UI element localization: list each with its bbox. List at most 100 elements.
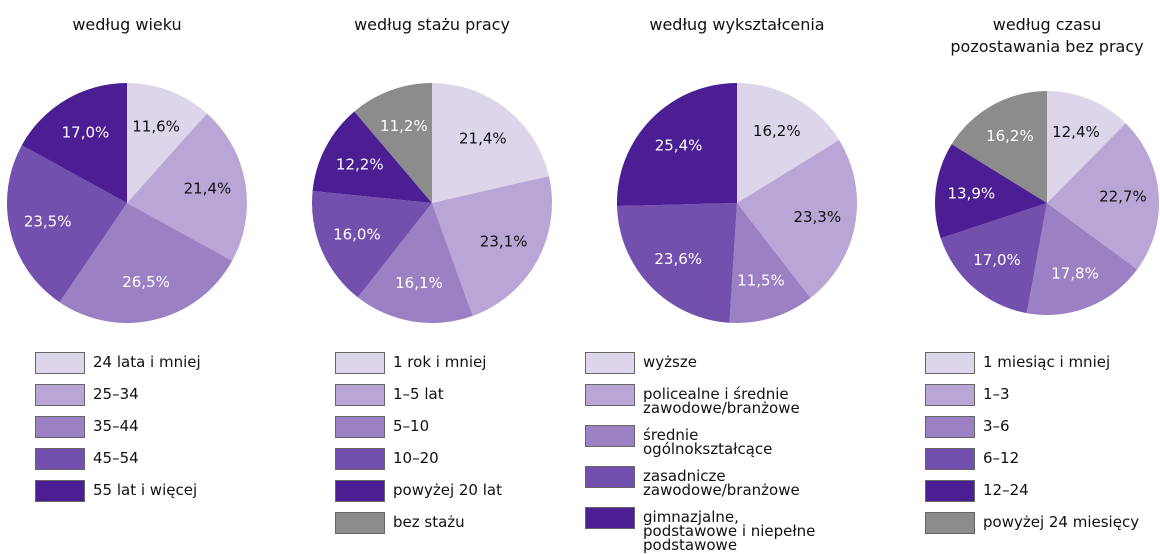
legend-swatch: [925, 448, 975, 470]
slice-label: 21,4%: [184, 180, 232, 198]
legend-swatch: [335, 352, 385, 374]
legend-label: 24 lata i mniej: [93, 353, 201, 371]
legend-label: 6–12: [983, 449, 1020, 467]
legend-item: bez stażu: [335, 512, 573, 534]
pie-slice: [617, 203, 737, 323]
pie-slice: [935, 144, 1047, 239]
pie-slice: [354, 83, 432, 203]
pie-slice: [311, 190, 432, 298]
slice-label: 12,2%: [336, 156, 384, 174]
legend-item: 35–44: [35, 416, 273, 438]
slice-label: 23,3%: [793, 208, 841, 226]
pie-slice: [1047, 91, 1126, 203]
legend-label: 45–54: [93, 449, 139, 467]
legend-swatch: [35, 448, 85, 470]
chart-title: według stażu pracy: [354, 15, 510, 34]
legend-item: 24 lata i mniej: [35, 352, 273, 374]
pie-slice: [951, 91, 1047, 203]
chart-title: według wykształcenia: [649, 15, 825, 34]
legend-item: 45–54: [35, 448, 273, 470]
page: 11,6% 21,4% 26,5% 23,5% 17,0% 21,4% 23,1% 16,1%…: [6, 15, 1160, 553]
legend-label: 1 rok i mniej: [393, 353, 487, 371]
legend: 1 miesiąc i mniej 1–3 3–6 6–12 12–24 powyżej …: [925, 352, 1160, 534]
legend-label: 1 miesiąc i mniej: [983, 353, 1111, 371]
legend-swatch: [585, 352, 635, 374]
legend-label: 25–34: [93, 385, 139, 403]
legend-swatch: [35, 480, 85, 502]
legend-item: 1–5 lat: [335, 384, 573, 406]
legend-swatch: [335, 512, 385, 534]
pie-slice: [737, 139, 857, 298]
legend-item: 55 lat i więcej: [35, 480, 273, 502]
legend-swatch: [335, 480, 385, 502]
legend-label: 35–44: [93, 417, 139, 435]
legend-item: 5–10: [335, 416, 573, 438]
pie-slice: [617, 83, 737, 207]
legend-label: 55 lat i więcej: [93, 481, 198, 499]
slice-label: 16,1%: [395, 274, 443, 292]
legend: 24 lata i mniej 25–34 35–44 45–54 55 lat i w…: [35, 352, 273, 502]
pie-slice: [127, 113, 247, 261]
pie-slice: [312, 111, 432, 203]
slice-label: 22,7%: [1099, 188, 1147, 206]
pie-slice: [59, 203, 233, 323]
legend-label: policealne i średnie zawodowe/branżowe: [643, 385, 800, 417]
slice-label: 25,4%: [655, 137, 703, 155]
slice-label: 16,2%: [986, 127, 1034, 145]
legend-item: 1 rok i mniej: [335, 352, 573, 374]
legend: 1 rok i mniej 1–5 lat 5–10 10–20 powyżej 20 …: [335, 352, 573, 534]
slice-label: 16,0%: [333, 225, 381, 243]
slice-label: 17,8%: [1051, 264, 1099, 282]
legend-swatch: [35, 416, 85, 438]
slice-label: 21,4%: [459, 130, 507, 148]
legend-swatch: [335, 384, 385, 406]
slice-label: 23,6%: [654, 250, 702, 268]
legend-item: gimnazjalne, podstawowe i niepełne podst…: [585, 507, 823, 554]
legend-swatch: [585, 507, 635, 529]
slice-label: 11,6%: [132, 117, 180, 135]
slice-label: 16,2%: [753, 122, 801, 140]
pie-slice: [21, 83, 127, 203]
slice-label: 12,4%: [1052, 123, 1100, 141]
legend-swatch: [335, 448, 385, 470]
legend-label: 3–6: [983, 417, 1010, 435]
legend-item: średnie ogólnokształcące: [585, 425, 823, 457]
pie-slice: [1026, 203, 1138, 315]
pie-slice: [6, 145, 127, 303]
legend-swatch: [925, 384, 975, 406]
legend-item: 3–6: [925, 416, 1160, 438]
legend-label: wyższe: [643, 353, 697, 371]
pie-slice: [1047, 123, 1159, 270]
legend-label: 1–3: [983, 385, 1010, 403]
pie-slice: [940, 203, 1047, 314]
slice-label: 13,9%: [948, 185, 996, 203]
pie-slice: [127, 83, 207, 203]
legend-swatch: [925, 352, 975, 374]
legend-item: powyżej 20 lat: [335, 480, 573, 502]
pie-slice: [432, 83, 549, 203]
legend-swatch: [35, 352, 85, 374]
legend-swatch: [925, 416, 975, 438]
legend-item: 1 miesiąc i mniej: [925, 352, 1160, 374]
legend-label: powyżej 20 lat: [393, 481, 502, 499]
charts: 11,6% 21,4% 26,5% 23,5% 17,0% 21,4% 23,1% 16,1%…: [6, 83, 1159, 324]
legend-label: 12–24: [983, 481, 1029, 499]
legend-label: 5–10: [393, 417, 430, 435]
legend-item: policealne i średnie zawodowe/branżowe: [585, 384, 823, 417]
legend-label: powyżej 24 miesięcy: [983, 513, 1140, 531]
slice-label: 11,5%: [737, 271, 785, 289]
legend-label: zasadnicze zawodowe/branżowe: [643, 467, 800, 499]
pie-slice: [432, 176, 552, 316]
legend-swatch: [585, 466, 635, 488]
legend-swatch: [35, 384, 85, 406]
legend-item: wyższe: [585, 352, 823, 374]
legend-item: 6–12: [925, 448, 1160, 470]
legend-swatch: [585, 425, 635, 447]
legend-item: 10–20: [335, 448, 573, 470]
legend-label: gimnazjalne, podstawowe i niepełne podst…: [643, 508, 816, 554]
pie-slice: [357, 203, 473, 324]
legend-swatch: [925, 512, 975, 534]
slice-label: 23,5%: [24, 213, 72, 231]
chart-title: według czasu pozostawania bez pracy: [950, 15, 1144, 56]
legend-swatch: [585, 384, 635, 406]
